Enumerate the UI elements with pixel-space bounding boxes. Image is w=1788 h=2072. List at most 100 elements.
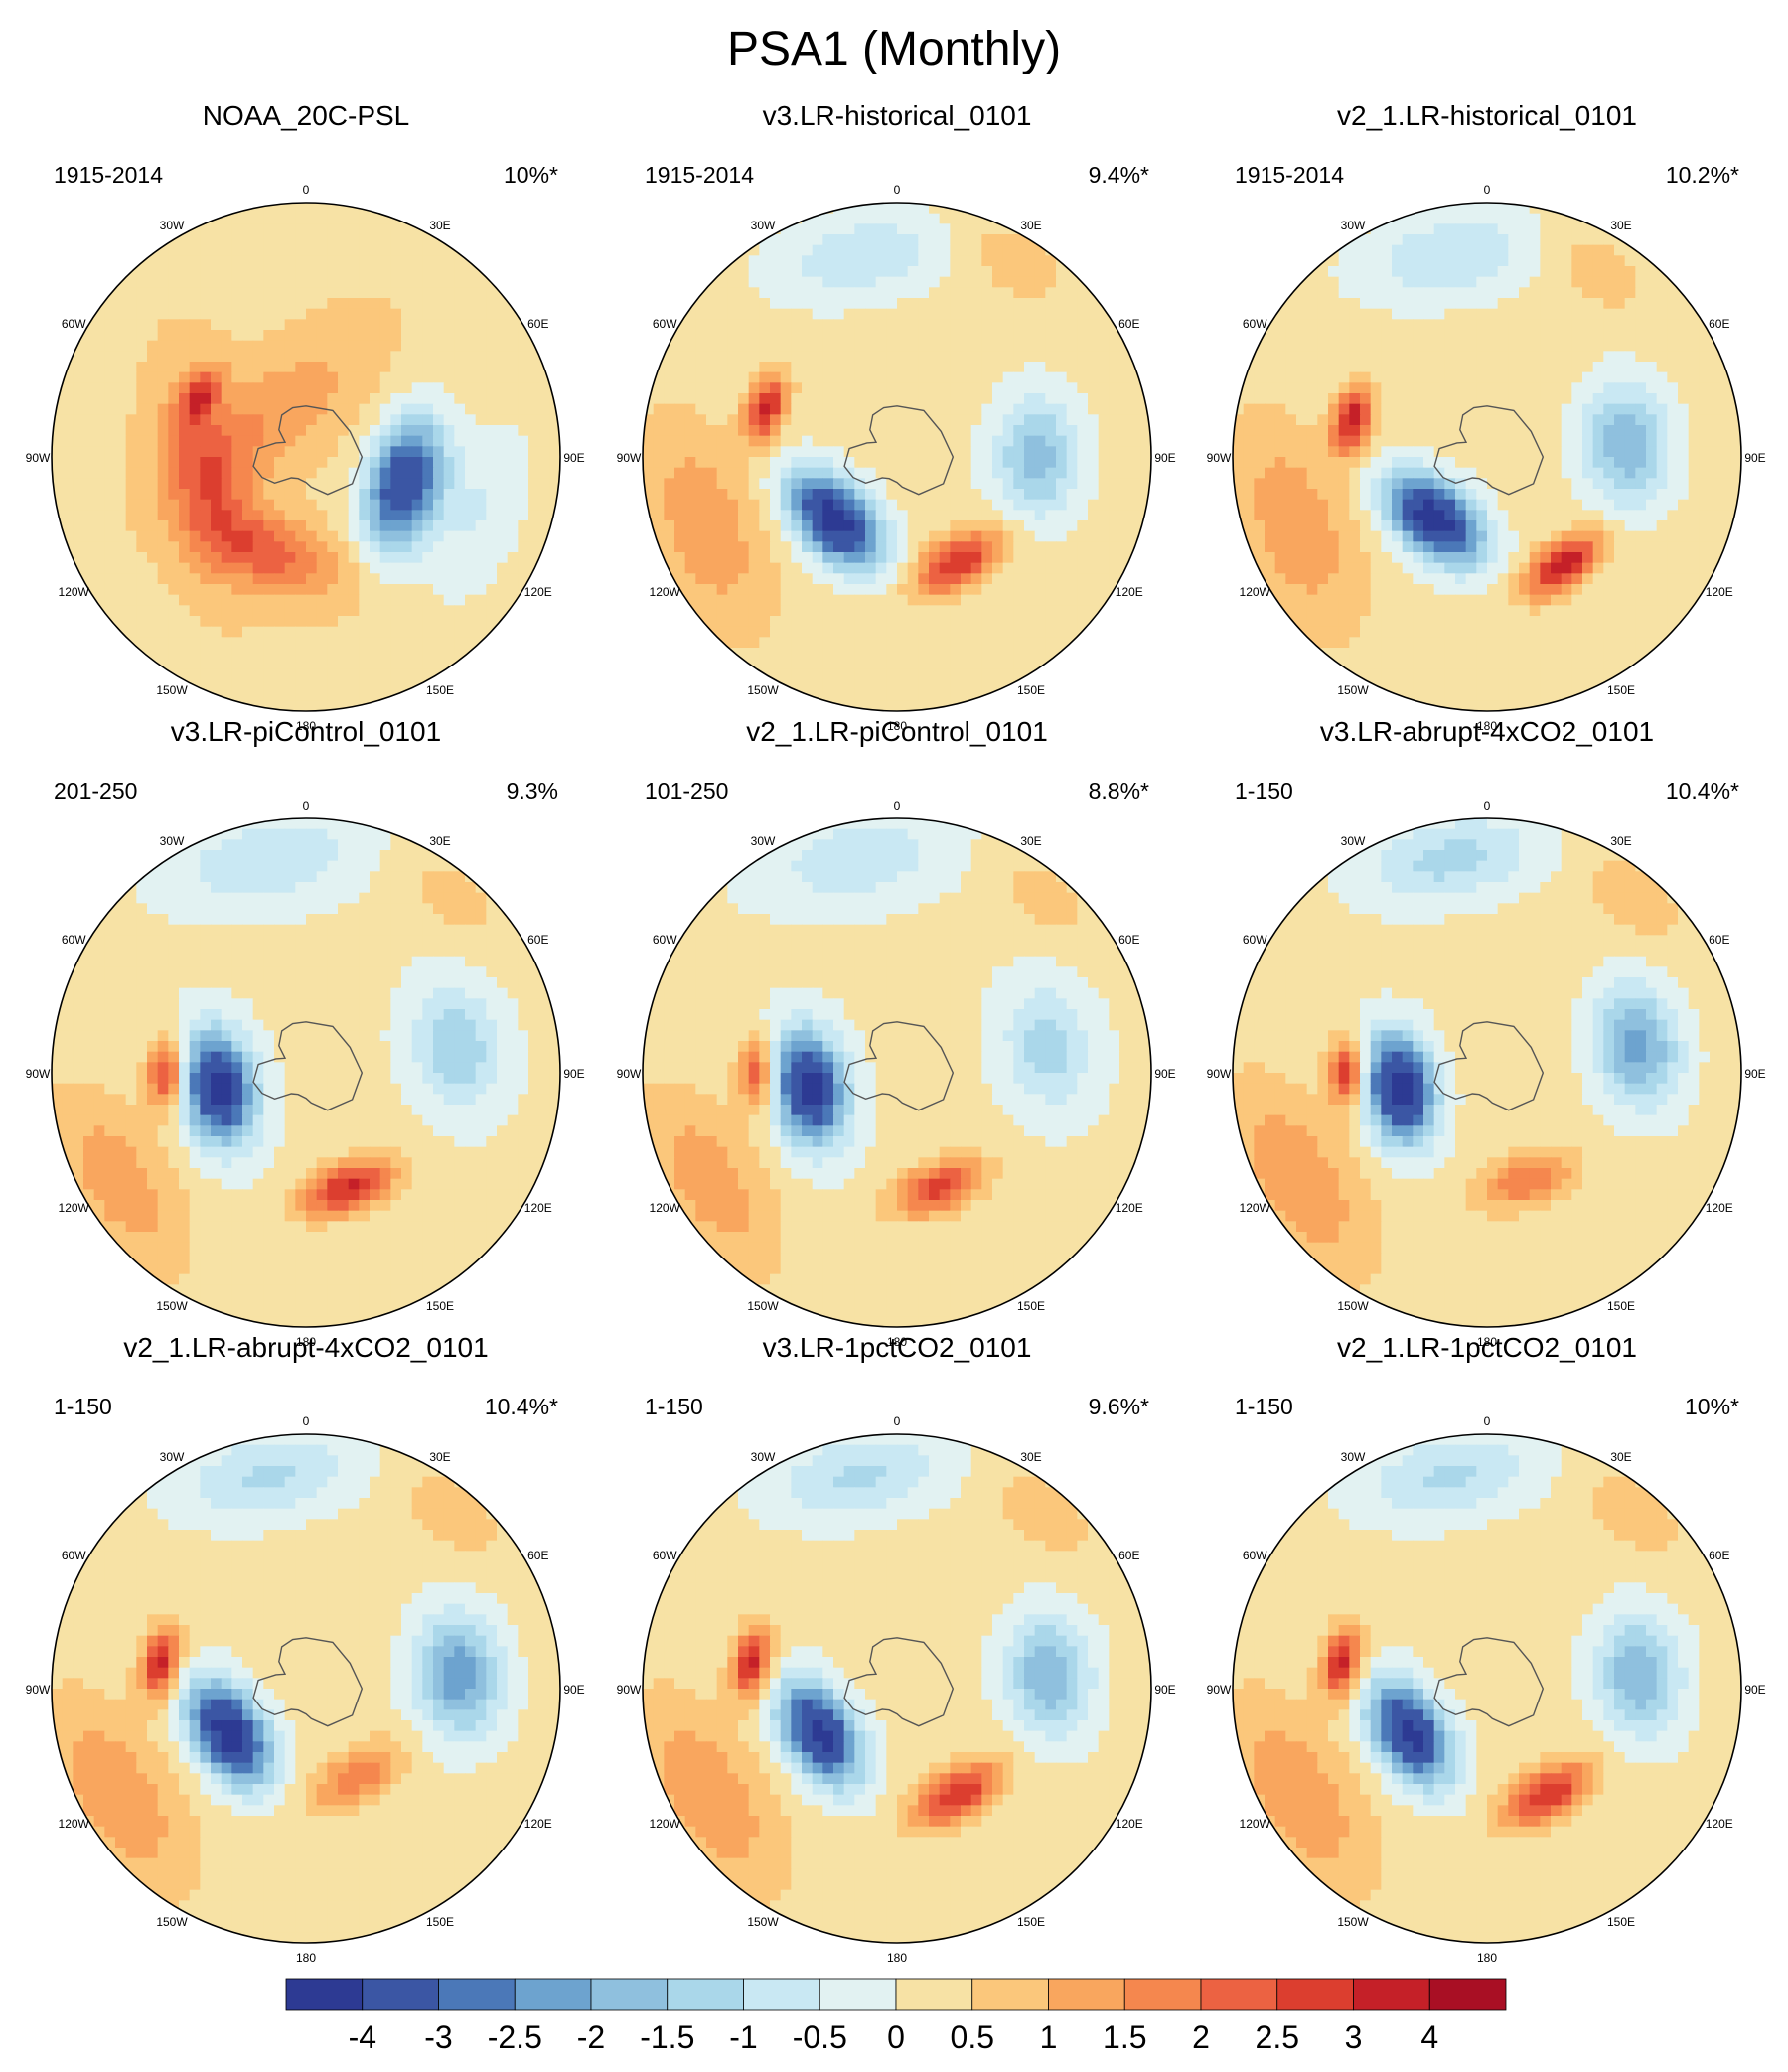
field-cell [770, 648, 782, 660]
field-cell [454, 266, 466, 278]
field-cell [1582, 276, 1594, 288]
field-cell [1551, 213, 1563, 224]
field-cell [465, 457, 477, 469]
field-cell [929, 351, 941, 363]
field-cell [1497, 213, 1509, 224]
field-cell [1444, 213, 1456, 224]
field-cell [664, 499, 675, 511]
field-cell [316, 637, 328, 649]
field-cell [316, 308, 328, 320]
field-cell [327, 541, 339, 553]
field-cell [295, 679, 307, 691]
field-cell [770, 584, 782, 596]
field-cell [716, 499, 728, 511]
field-cell [907, 510, 919, 521]
field-cell [1119, 510, 1131, 521]
field-cell [62, 446, 74, 458]
field-cell [1710, 499, 1721, 511]
field-cell [200, 414, 212, 426]
field-cell [854, 700, 866, 711]
field-cell [907, 573, 919, 585]
field-cell [1603, 330, 1615, 342]
lon-label: 0 [894, 183, 901, 197]
field-cell [73, 467, 84, 479]
field-cell [136, 425, 148, 437]
field-cell [770, 510, 782, 521]
field-cell [168, 330, 180, 342]
field-cell [1002, 266, 1014, 278]
field-cell [738, 340, 750, 352]
field-cell [379, 679, 391, 691]
field-cell [200, 489, 212, 501]
field-cell [918, 287, 930, 299]
field-cell [950, 573, 962, 585]
field-cell [200, 499, 212, 511]
field-cell [316, 403, 328, 415]
field-cell [1077, 584, 1089, 596]
field-cell [1254, 393, 1266, 405]
field-cell [738, 382, 750, 394]
field-cell [1013, 658, 1025, 669]
field-cell [1540, 351, 1552, 363]
field-cell [422, 499, 434, 511]
field-cell [1066, 520, 1078, 532]
field-cell [1370, 223, 1382, 235]
field-cell [252, 689, 264, 701]
field-cell [738, 499, 750, 511]
field-cell [1603, 308, 1615, 320]
field-cell [802, 489, 814, 501]
field-cell [1274, 499, 1286, 511]
field-cell [770, 330, 782, 342]
field-cell [125, 362, 137, 373]
field-cell [1656, 414, 1668, 426]
field-cell [1402, 298, 1414, 310]
field-cell [115, 594, 127, 606]
field-cell [886, 658, 898, 669]
field-cell [73, 340, 84, 352]
field-cell [231, 446, 243, 458]
field-cell [295, 467, 307, 479]
field-cell [1024, 648, 1036, 660]
field-cell [1519, 298, 1531, 310]
field-cell [1002, 489, 1014, 501]
field-cell [497, 435, 509, 447]
field-cell [907, 276, 919, 288]
field-cell [780, 298, 792, 310]
field-cell [833, 244, 845, 256]
field-cell [780, 362, 792, 373]
field-cell [992, 330, 1004, 342]
field-cell [1034, 351, 1046, 363]
field-cell [843, 605, 855, 617]
field-cell [200, 594, 212, 606]
field-cell [1508, 223, 1520, 235]
field-cell [1582, 255, 1594, 267]
field-cell [73, 541, 84, 553]
field-cell [115, 605, 127, 617]
field-cell [179, 658, 191, 669]
field-cell [62, 403, 74, 415]
field-cell [284, 393, 296, 405]
field-cell [274, 562, 286, 574]
field-cell [136, 520, 148, 532]
field-cell [1455, 266, 1467, 278]
field-cell [727, 351, 739, 363]
field-cell [93, 499, 105, 511]
field-cell [359, 330, 371, 342]
field-cell [252, 648, 264, 660]
field-cell [316, 467, 328, 479]
field-cell [970, 223, 982, 235]
field-cell [822, 658, 834, 669]
field-cell [200, 658, 212, 669]
field-cell [1274, 308, 1286, 320]
field-cell [1392, 457, 1404, 469]
field-cell [854, 637, 866, 649]
field-cell [1519, 203, 1531, 215]
field-cell [422, 616, 434, 628]
field-cell [263, 700, 275, 711]
field-cell [950, 234, 962, 246]
field-cell [970, 340, 982, 352]
field-cell [104, 425, 116, 437]
field-cell [706, 362, 718, 373]
field-cell [274, 382, 286, 394]
field-cell [1465, 425, 1477, 437]
